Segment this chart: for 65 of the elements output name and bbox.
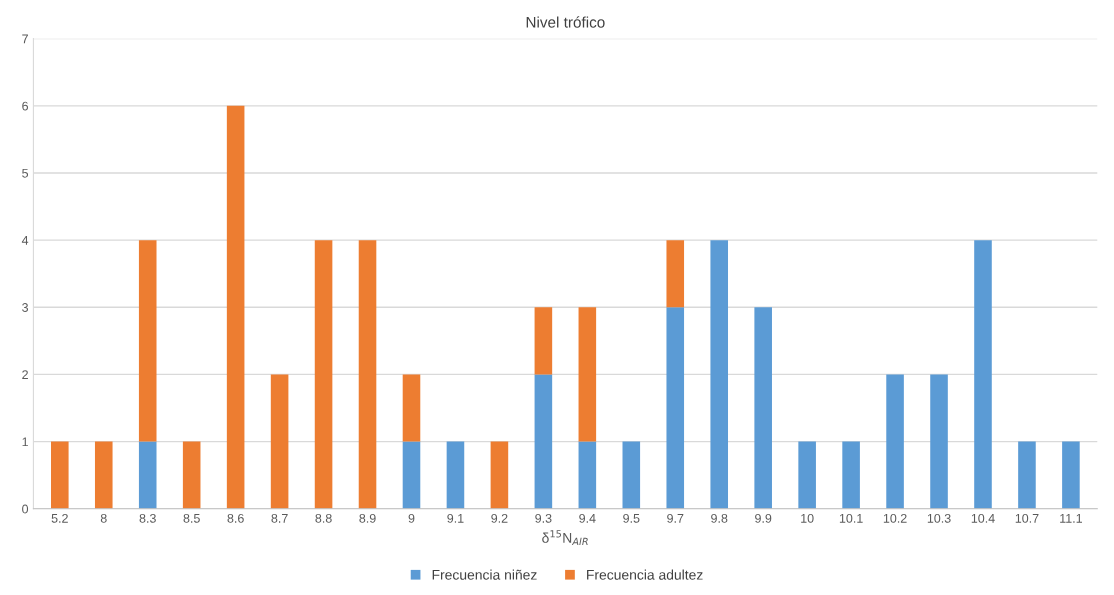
bar: [886, 374, 904, 509]
y-tick-label: 6: [22, 101, 29, 111]
bar: [622, 441, 641, 509]
bar: [1018, 441, 1036, 509]
x-tick-label: 11.1: [1060, 514, 1083, 523]
y-tick-label: 0: [22, 504, 29, 514]
x-tick-label: 8.6: [227, 513, 244, 523]
bar: [490, 441, 509, 509]
x-tick-label: 5.2: [51, 513, 68, 523]
bar: [534, 307, 553, 375]
bar: [182, 441, 201, 509]
y-tick-label: 1: [22, 437, 28, 447]
x-tick-label: 10.4: [971, 513, 995, 523]
x-tick-label: 10: [801, 513, 814, 523]
bar: [534, 374, 553, 509]
bar: [798, 441, 816, 509]
x-tick-label: 9.2: [491, 513, 508, 523]
chart-title: Nivel trófico: [526, 16, 605, 28]
x-tick-label: 8.5: [183, 513, 200, 523]
bar: [578, 307, 597, 442]
x-tick-label: 8.8: [315, 513, 332, 523]
bar: [314, 240, 333, 509]
bar: [1062, 441, 1080, 509]
bar: [402, 441, 421, 509]
bar: [402, 374, 421, 442]
y-tick-label: 3: [22, 303, 29, 312]
bar: [226, 105, 245, 509]
bar: [51, 441, 69, 509]
x-tick-label: 9.3: [535, 513, 552, 523]
x-tick-label: 9.9: [755, 513, 772, 523]
bar: [710, 240, 729, 509]
x-tick-label: 10.2: [883, 513, 907, 523]
x-tick-label: 9.4: [579, 513, 596, 523]
bar: [358, 240, 377, 509]
bar: [666, 307, 685, 509]
bar: [446, 441, 465, 509]
x-tick-label: 10.7: [1015, 513, 1039, 523]
bar: [930, 374, 948, 509]
legend-label: Frecuencia niñez: [432, 569, 537, 580]
y-tick-label: 7: [22, 34, 28, 44]
x-tick-label: 8.3: [139, 513, 156, 523]
bar: [94, 441, 113, 509]
bar: [138, 441, 157, 509]
x-axis-title: δ$^{15}$N$_{AIR}$: [542, 530, 588, 545]
bar: [578, 441, 597, 509]
bar: [842, 441, 860, 509]
legend-label: Frecuencia adultez: [587, 569, 703, 580]
bar: [270, 374, 289, 509]
bar: [974, 240, 992, 509]
x-tick-label: 8.9: [359, 513, 376, 523]
x-tick-label: 8: [100, 513, 107, 523]
x-tick-label: 10.3: [927, 513, 951, 523]
bar: [666, 240, 685, 308]
x-tick-label: 9.5: [623, 513, 640, 523]
bar: [138, 240, 157, 442]
x-tick-label: 8.7: [271, 513, 288, 523]
x-tick-label: 9.7: [667, 513, 684, 523]
x-tick-label: 9: [408, 513, 415, 523]
x-tick-label: 9.8: [711, 513, 728, 523]
bar: [754, 307, 772, 509]
y-tick-label: 4: [21, 236, 29, 245]
x-tick-label: 10.1: [839, 513, 863, 523]
x-tick-label: 9.1: [447, 513, 464, 523]
y-tick-label: 2: [22, 370, 28, 379]
y-tick-label: 5: [22, 168, 29, 178]
